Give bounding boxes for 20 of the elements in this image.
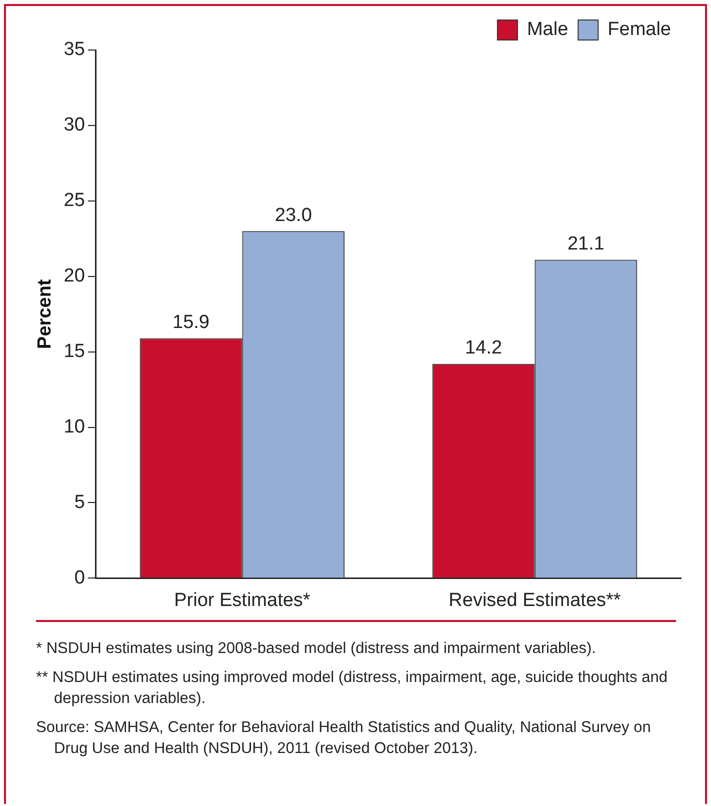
text: * NSDUH estimates using 2008-based model (distress and impairment variables). — [36, 639, 597, 659]
y-tick-label: 25 — [64, 190, 85, 212]
y-tick-label: 15 — [64, 341, 85, 362]
legend-label: Female — [608, 19, 672, 40]
legend-label: Male — [526, 19, 568, 40]
y-axis-title: Percent — [34, 278, 56, 349]
y-tick-label: 10 — [64, 416, 85, 438]
y-tick-label: 0 — [74, 567, 85, 588]
source-note: Source: SAMHSA, Center for Behavioral Health Statistics and Quality, National Survey on Drug Use and Health (NSDUH), 2011 (revised October 2013). — [36, 718, 652, 759]
y-tick-label: 20 — [64, 266, 85, 287]
x-tick-label: Revised Estimates** — [448, 590, 622, 611]
y-tick-label: 5 — [74, 492, 85, 513]
y-tick-label: 30 — [64, 114, 85, 136]
data-label: 21.1 — [567, 234, 604, 255]
x-tick-label: Prior Estimates* — [174, 590, 311, 611]
data-label: 14.2 — [465, 338, 502, 359]
y-tick-label: 35 — [64, 39, 85, 60]
data-label: 15.9 — [172, 312, 210, 333]
data-label: 23.0 — [274, 204, 312, 226]
text: ** NSDUH estimates using improved model (distress, impairment, age, suicide thoughts and depression variables). — [36, 668, 668, 709]
